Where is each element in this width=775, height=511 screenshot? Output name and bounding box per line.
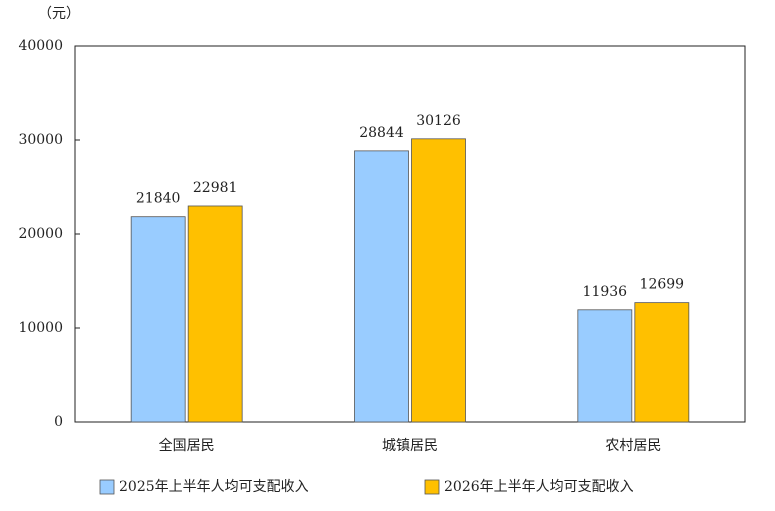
y-tick-label: 10000 — [18, 320, 63, 336]
y-axis-unit: （元） — [38, 6, 80, 22]
x-tick-label: 城镇居民 — [382, 438, 438, 454]
y-tick-label: 0 — [54, 414, 63, 430]
value-label: 28844 — [359, 125, 404, 141]
bar — [634, 302, 690, 423]
legend-swatch — [424, 479, 440, 495]
value-label: 22981 — [193, 180, 238, 196]
bar — [411, 138, 466, 423]
legend-label: 2026年上半年人均可支配收入 — [444, 479, 634, 495]
y-tick-label: 40000 — [18, 38, 63, 54]
legend-swatch — [99, 479, 115, 495]
bar — [354, 150, 409, 423]
value-label: 21840 — [136, 191, 181, 207]
x-tick-label: 全国居民 — [159, 437, 215, 454]
value-label: 30126 — [416, 113, 461, 129]
value-label: 12699 — [640, 277, 685, 293]
value-label: 11936 — [583, 284, 628, 300]
legend-label: 2025年上半年人均可支配收入 — [119, 479, 309, 495]
y-tick-label: 30000 — [18, 132, 63, 148]
y-tick-label: 20000 — [18, 226, 63, 242]
bar — [130, 216, 186, 423]
bar — [577, 309, 633, 423]
x-tick-label: 农村居民 — [605, 438, 661, 454]
bar — [187, 205, 243, 423]
